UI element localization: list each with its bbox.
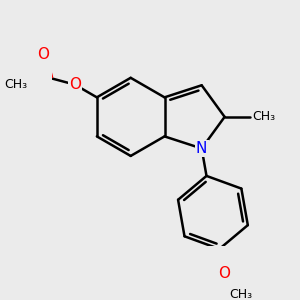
Text: N: N bbox=[196, 141, 207, 156]
Text: CH₃: CH₃ bbox=[229, 288, 252, 300]
Text: O: O bbox=[69, 77, 81, 92]
Text: O: O bbox=[218, 266, 230, 280]
Text: CH₃: CH₃ bbox=[4, 78, 28, 91]
Text: O: O bbox=[37, 47, 49, 62]
Text: CH₃: CH₃ bbox=[252, 110, 275, 123]
